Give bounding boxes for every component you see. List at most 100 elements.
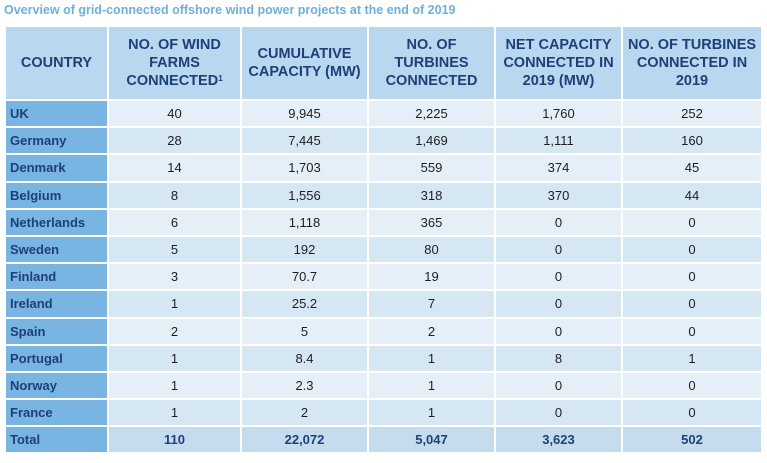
table-row: Norway 1 2.3 1 0 0: [6, 372, 761, 399]
cell-capacity: 7,445: [242, 128, 367, 154]
header-net-capacity-2019: NET CAPACITY CONNECTED IN 2019 (MW): [496, 27, 621, 99]
table-row: Spain 2 5 2 0 0: [6, 318, 761, 344]
cell-country: Germany: [6, 128, 107, 154]
cell-turbines2019: 160: [623, 128, 761, 154]
cell-capacity: 2: [242, 400, 367, 426]
cell-country: Portugal: [6, 345, 107, 371]
cell-capacity: 8.4: [242, 345, 367, 371]
header-turbines-2019: NO. OF TURBINES CONNECTED IN 2019: [623, 27, 761, 99]
cell-net2019: 0: [496, 291, 621, 317]
cell-net2019: 0: [496, 372, 621, 399]
cell-capacity: 22,072: [242, 427, 367, 453]
cell-turbines2019: 0: [623, 209, 761, 235]
cell-capacity: 192: [242, 236, 367, 263]
header-turbines: NO. OF TURBINES CONNECTED: [369, 27, 494, 99]
cell-farms: 5: [109, 236, 240, 263]
table-row: Sweden 5 192 80 0 0: [6, 236, 761, 263]
cell-net2019: 0: [496, 236, 621, 263]
table-row: Belgium 8 1,556 318 370 44: [6, 182, 761, 208]
table-row: Portugal 1 8.4 1 8 1: [6, 345, 761, 371]
cell-turbines: 1: [369, 345, 494, 371]
cell-turbines: 2: [369, 318, 494, 344]
cell-farms: 3: [109, 264, 240, 290]
total-row: Total 110 22,072 5,047 3,623 502: [6, 427, 761, 453]
header-cumulative-capacity: CUMULATIVE CAPACITY (MW): [242, 27, 367, 99]
cell-turbines2019: 252: [623, 101, 761, 127]
table-title: Overview of grid-connected offshore wind…: [4, 3, 456, 17]
cell-turbines: 19: [369, 264, 494, 290]
cell-turbines: 365: [369, 209, 494, 235]
header-country: COUNTRY: [6, 27, 107, 99]
cell-turbines: 1,469: [369, 128, 494, 154]
cell-net2019: 370: [496, 182, 621, 208]
cell-farms: 1: [109, 345, 240, 371]
cell-capacity: 70.7: [242, 264, 367, 290]
cell-country: Spain: [6, 318, 107, 344]
cell-turbines2019: 0: [623, 264, 761, 290]
cell-turbines2019: 502: [623, 427, 761, 453]
header-wind-farms-label: NO. OF WIND FARMS CONNECTED: [126, 37, 221, 89]
cell-country: Belgium: [6, 182, 107, 208]
cell-net2019: 1,760: [496, 101, 621, 127]
table-row: Germany 28 7,445 1,469 1,111 160: [6, 128, 761, 154]
cell-capacity: 5: [242, 318, 367, 344]
cell-country: Finland: [6, 264, 107, 290]
cell-country: Ireland: [6, 291, 107, 317]
cell-farms: 40: [109, 101, 240, 127]
cell-country: France: [6, 400, 107, 426]
footnote-marker: 1: [218, 74, 223, 83]
cell-capacity: 1,118: [242, 209, 367, 235]
cell-turbines: 1: [369, 400, 494, 426]
cell-turbines2019: 1: [623, 345, 761, 371]
cell-net2019: 1,111: [496, 128, 621, 154]
cell-turbines2019: 0: [623, 236, 761, 263]
cell-capacity: 2.3: [242, 372, 367, 399]
cell-net2019: 0: [496, 209, 621, 235]
header-wind-farms: NO. OF WIND FARMS CONNECTED1: [109, 27, 240, 99]
cell-capacity: 9,945: [242, 101, 367, 127]
cell-net2019: 3,623: [496, 427, 621, 453]
cell-country: Norway: [6, 372, 107, 399]
cell-turbines: 318: [369, 182, 494, 208]
cell-turbines: 5,047: [369, 427, 494, 453]
cell-farms: 2: [109, 318, 240, 344]
cell-turbines: 559: [369, 155, 494, 181]
cell-net2019: 0: [496, 318, 621, 344]
cell-farms: 1: [109, 400, 240, 426]
cell-net2019: 0: [496, 400, 621, 426]
cell-farms: 110: [109, 427, 240, 453]
cell-farms: 14: [109, 155, 240, 181]
table-row: Netherlands 6 1,118 365 0 0: [6, 209, 761, 235]
cell-net2019: 0: [496, 264, 621, 290]
cell-turbines2019: 0: [623, 372, 761, 399]
cell-turbines: 80: [369, 236, 494, 263]
cell-turbines: 1: [369, 372, 494, 399]
table-row: UK 40 9,945 2,225 1,760 252: [6, 101, 761, 127]
cell-net2019: 374: [496, 155, 621, 181]
table-row: Denmark 14 1,703 559 374 45: [6, 155, 761, 181]
table-row: France 1 2 1 0 0: [6, 400, 761, 426]
wind-projects-table: COUNTRY NO. OF WIND FARMS CONNECTED1 CUM…: [4, 25, 763, 454]
cell-capacity: 1,556: [242, 182, 367, 208]
table-row: Ireland 1 25.2 7 0 0: [6, 291, 761, 317]
cell-capacity: 25.2: [242, 291, 367, 317]
cell-turbines2019: 0: [623, 291, 761, 317]
cell-turbines: 7: [369, 291, 494, 317]
cell-country: Netherlands: [6, 209, 107, 235]
cell-country: Sweden: [6, 236, 107, 263]
cell-turbines2019: 44: [623, 182, 761, 208]
cell-farms: 1: [109, 372, 240, 399]
cell-farms: 28: [109, 128, 240, 154]
cell-capacity: 1,703: [242, 155, 367, 181]
cell-country: UK: [6, 101, 107, 127]
cell-turbines2019: 45: [623, 155, 761, 181]
cell-turbines2019: 0: [623, 318, 761, 344]
cell-turbines: 2,225: [369, 101, 494, 127]
cell-farms: 8: [109, 182, 240, 208]
cell-farms: 1: [109, 291, 240, 317]
cell-country: Total: [6, 427, 107, 453]
cell-net2019: 8: [496, 345, 621, 371]
header-row: COUNTRY NO. OF WIND FARMS CONNECTED1 CUM…: [6, 27, 761, 99]
cell-farms: 6: [109, 209, 240, 235]
cell-turbines2019: 0: [623, 400, 761, 426]
